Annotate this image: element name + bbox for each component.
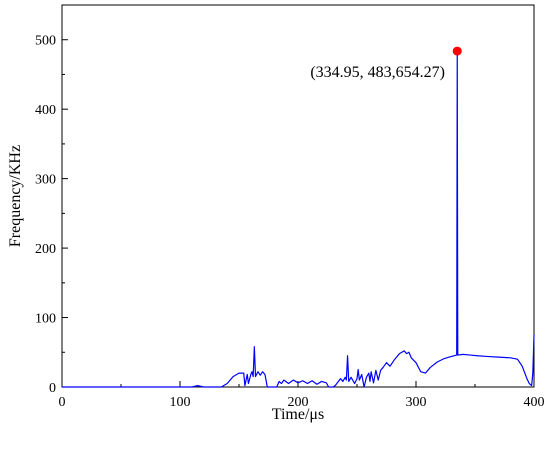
x-axis-title: Time/μs [272,406,324,423]
y-axis-title: Frequency/KHz [7,145,24,247]
peak-annotation: (334.95, 483,654.27) [310,64,445,81]
x-tick-label: 400 [524,395,545,410]
peak-point-marker [452,46,462,56]
x-tick-label: 100 [170,395,191,410]
axis-ticks: 0 100 200 300 400 0 100 200 300 400 500 [35,4,545,410]
y-tick-label: 200 [35,242,56,257]
y-tick-label: 400 [35,103,56,118]
series-group [62,46,535,388]
series-line [62,50,535,388]
x-tick-label: 0 [59,395,66,410]
y-tick-label: 500 [35,34,56,49]
x-tick-label: 200 [288,395,309,410]
y-tick-label: 0 [49,381,56,396]
plot-frame [61,4,535,388]
y-tick-label: 100 [35,312,56,327]
x-tick-label: 300 [406,395,427,410]
y-tick-label: 300 [35,173,56,188]
